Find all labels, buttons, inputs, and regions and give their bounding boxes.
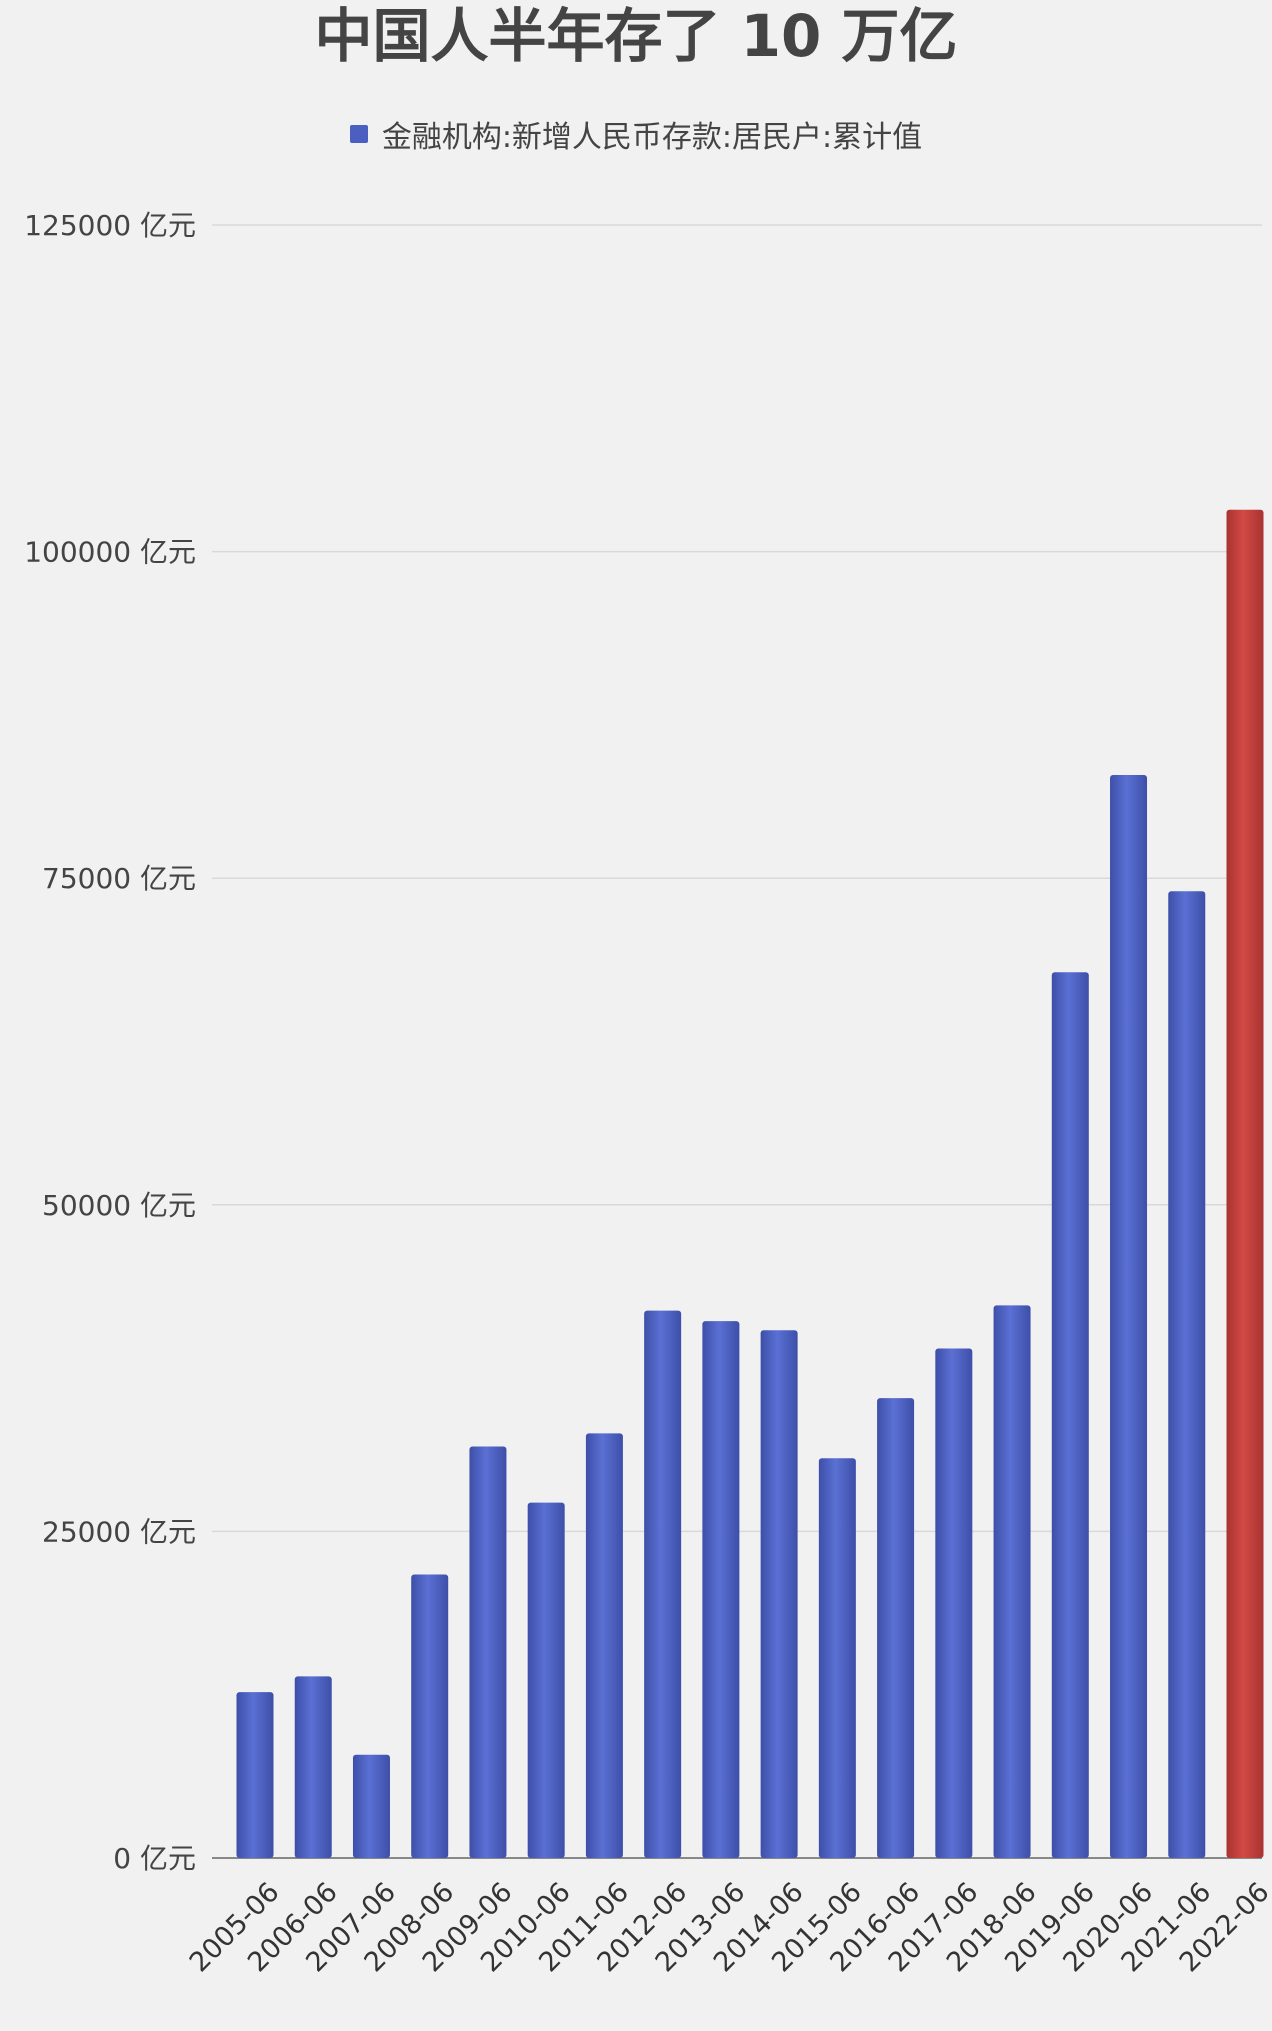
bar-2013-06 bbox=[702, 1321, 740, 1858]
bar-2011-06 bbox=[585, 1433, 623, 1858]
chart-title: 中国人半年存了 10 万亿 bbox=[314, 2, 958, 70]
bar-2009-06 bbox=[469, 1446, 507, 1858]
legend-swatch bbox=[349, 125, 368, 143]
bar-2021-06 bbox=[1168, 891, 1206, 1858]
bar-2005-06 bbox=[236, 1692, 274, 1858]
chart-legend: 金融机构:新增人民币存款:居民户:累计值 bbox=[0, 112, 1272, 156]
y-tick-label: 50000 亿元 bbox=[42, 1189, 196, 1222]
bar-2016-06 bbox=[877, 1398, 915, 1858]
bar-2018-06 bbox=[993, 1305, 1031, 1858]
bar-2014-06 bbox=[760, 1330, 798, 1858]
y-tick-label: 0 亿元 bbox=[113, 1842, 196, 1875]
bar-2006-06 bbox=[294, 1676, 332, 1858]
bar-2008-06 bbox=[411, 1574, 449, 1858]
bar-2007-06 bbox=[352, 1754, 390, 1858]
bar-2019-06 bbox=[1051, 972, 1089, 1858]
bar-2015-06 bbox=[818, 1458, 856, 1858]
y-tick-label: 100000 亿元 bbox=[24, 536, 196, 569]
legend-label: 金融机构:新增人民币存款:居民户:累计值 bbox=[381, 120, 923, 155]
bar-2010-06 bbox=[527, 1502, 565, 1858]
bar-2020-06 bbox=[1110, 774, 1148, 1858]
bar-2022-06 bbox=[1226, 509, 1264, 1859]
y-tick-label: 75000 亿元 bbox=[42, 862, 196, 895]
bar-2012-06 bbox=[644, 1310, 682, 1858]
bar-2017-06 bbox=[935, 1348, 973, 1858]
y-tick-label: 25000 亿元 bbox=[42, 1515, 196, 1548]
y-tick-label: 125000 亿元 bbox=[24, 209, 196, 242]
